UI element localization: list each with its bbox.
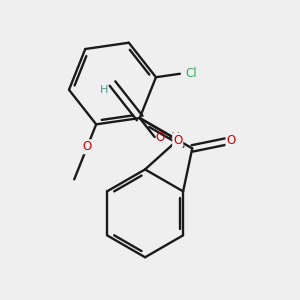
Text: H: H [100,85,108,95]
Text: O: O [156,130,165,143]
Text: O: O [173,134,182,146]
Text: O: O [82,140,92,153]
Text: O: O [226,134,236,147]
Text: -H: -H [167,130,180,143]
Text: Cl: Cl [185,67,197,80]
